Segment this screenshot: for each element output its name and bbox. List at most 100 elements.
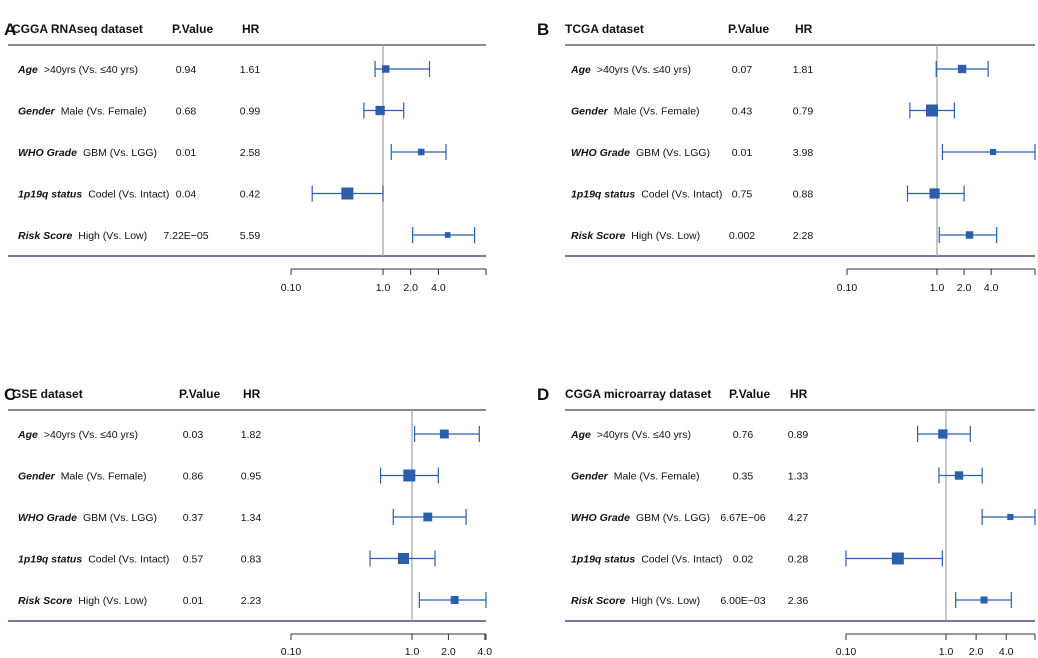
row-label: Risk Score High (Vs. Low) [571,595,700,607]
hr-marker [990,148,997,156]
row-comparison: High (Vs. Low) [631,230,700,242]
row-label: Gender Male (Vs. Female) [18,106,147,118]
row-comparison: >40yrs (Vs. ≤40 yrs) [44,64,138,76]
row-pvalue: 0.86 [183,471,204,483]
row-variable: WHO Grade [18,147,77,159]
hr-marker [417,148,425,156]
row-hr-value: 0.79 [793,106,814,118]
row-variable: Gender [571,106,609,118]
row-label: WHO Grade GBM (Vs. LGG) [18,147,157,159]
row-pvalue: 0.75 [732,189,753,201]
x-axis-tick-label: 4.0 [431,282,446,294]
row-variable: 1p19q status [18,554,82,566]
row-label: Gender Male (Vs. Female) [571,106,700,118]
hr-marker [444,232,451,238]
row-comparison: GBM (Vs. LGG) [83,512,157,524]
column-header-hr: HR [790,387,808,401]
row-comparison: GBM (Vs. LGG) [636,147,710,159]
row-hr-value: 1.82 [241,429,262,441]
hr-marker [938,429,948,439]
row-hr-value: 5.59 [240,230,261,242]
row-label: Gender Male (Vs. Female) [571,471,700,483]
x-axis-tick-label: 0.10 [281,282,302,294]
row-comparison: >40yrs (Vs. ≤40 yrs) [44,429,138,441]
row-comparison: Codel (Vs. Intact) [88,554,169,566]
row-label: 1p19q status Codel (Vs. Intact) [18,554,169,566]
row-label: Risk Score High (Vs. Low) [571,230,700,242]
x-axis-tick-label: 1.0 [405,646,420,658]
row-variable: Gender [571,471,609,483]
row-variable: Age [17,429,38,441]
row-label: Age >40yrs (Vs. ≤40 yrs) [570,64,691,76]
row-pvalue: 0.35 [733,471,754,483]
row-comparison: High (Vs. Low) [78,595,147,607]
column-header-pvalue: P.Value [728,22,769,36]
hr-marker [397,552,410,565]
row-comparison: GBM (Vs. LGG) [636,512,710,524]
row-label: Gender Male (Vs. Female) [18,471,147,483]
row-label: Age >40yrs (Vs. ≤40 yrs) [17,429,138,441]
hr-marker [439,429,449,439]
panel-title: CGGA RNAseq dataset [12,22,143,36]
column-header-hr: HR [243,387,261,401]
row-hr-value: 3.98 [793,147,814,159]
row-pvalue: 6.67E−06 [720,512,765,524]
x-axis-tick-label: 2.0 [969,646,984,658]
hr-marker [1007,513,1014,521]
x-axis-tick-label: 2.0 [957,282,972,294]
row-variable: Risk Score [18,595,72,607]
row-label: Age >40yrs (Vs. ≤40 yrs) [570,429,691,441]
x-axis-tick-label: 1.0 [930,282,945,294]
row-comparison: Codel (Vs. Intact) [641,189,722,201]
row-comparison: Male (Vs. Female) [614,106,700,118]
hr-marker [957,64,967,74]
row-pvalue: 0.01 [176,147,197,159]
row-variable: Age [570,429,591,441]
row-pvalue: 0.002 [729,230,755,242]
hr-marker [423,512,433,522]
row-comparison: GBM (Vs. LGG) [83,147,157,159]
row-hr-value: 0.83 [241,554,262,566]
row-pvalue: 0.68 [176,106,197,118]
x-axis-tick-label: 2.0 [441,646,456,658]
row-label: WHO Grade GBM (Vs. LGG) [571,512,710,524]
row-hr-value: 0.89 [788,429,809,441]
row-label: Risk Score High (Vs. Low) [18,595,147,607]
row-hr-value: 0.42 [240,189,261,201]
x-axis-tick-label: 0.10 [836,646,857,658]
x-axis-tick-label: 1.0 [939,646,954,658]
hr-marker [965,231,974,239]
column-header-pvalue: P.Value [172,22,213,36]
row-pvalue: 6.00E−03 [720,595,765,607]
row-hr-value: 1.81 [793,64,814,76]
row-variable: 1p19q status [571,189,635,201]
hr-marker [891,552,904,565]
row-comparison: Male (Vs. Female) [614,471,700,483]
row-comparison: Male (Vs. Female) [61,471,147,483]
row-variable: Gender [18,106,56,118]
row-hr-value: 2.36 [788,595,809,607]
row-label: Risk Score High (Vs. Low) [18,230,147,242]
row-variable: WHO Grade [18,512,77,524]
row-hr-value: 2.28 [793,230,814,242]
row-label: 1p19q status Codel (Vs. Intact) [571,189,722,201]
row-pvalue: 0.07 [732,64,753,76]
panel-label-d: D [537,385,549,404]
row-pvalue: 0.37 [183,512,204,524]
column-header-hr: HR [795,22,813,36]
column-header-pvalue: P.Value [729,387,770,401]
row-variable: 1p19q status [571,554,635,566]
row-comparison: Male (Vs. Female) [61,106,147,118]
row-variable: Age [570,64,591,76]
row-label: WHO Grade GBM (Vs. LGG) [571,147,710,159]
x-axis-tick-label: 2.0 [403,282,418,294]
row-hr-value: 0.99 [240,106,261,118]
row-label: Age >40yrs (Vs. ≤40 yrs) [17,64,138,76]
row-pvalue: 0.43 [732,106,753,118]
row-variable: Risk Score [18,230,72,242]
row-hr-value: 0.88 [793,189,814,201]
hr-marker [341,187,354,200]
row-variable: Gender [18,471,56,483]
row-hr-value: 1.33 [788,471,809,483]
